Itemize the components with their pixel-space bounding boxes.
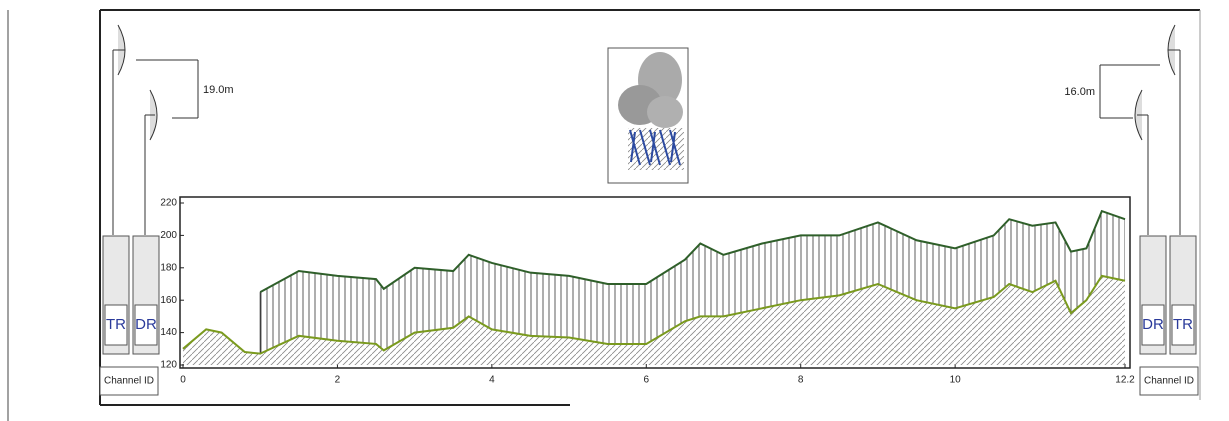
- y-tick-label: 180: [160, 262, 177, 273]
- rain-cloud-icon: [608, 48, 688, 183]
- x-tick-label: 4: [489, 375, 495, 386]
- x-tick-label: 10: [950, 375, 962, 386]
- channel-id: Channel ID: [1144, 376, 1194, 387]
- y-tick-label: 120: [160, 360, 177, 371]
- y-tick-label: 200: [160, 230, 177, 241]
- x-tick-label: 2: [335, 375, 341, 386]
- x-tick-label: 0: [180, 375, 186, 386]
- x-tick-label: 12.2: [1115, 375, 1135, 386]
- y-tick-label: 220: [160, 198, 177, 209]
- unit-label: TR: [1173, 316, 1193, 333]
- antenna-height: 19.0m: [203, 84, 234, 96]
- unit-label: TR: [106, 316, 126, 333]
- x-tick-label: 8: [798, 375, 804, 386]
- x-tick-label: 6: [643, 375, 649, 386]
- antenna-height: 16.0m: [1064, 86, 1095, 98]
- y-tick-label: 140: [160, 327, 177, 338]
- unit-label: DR: [135, 316, 157, 333]
- unit-label: DR: [1142, 316, 1164, 333]
- y-tick-label: 160: [160, 295, 177, 306]
- terrain-profile-screen: 19.0m 16.0m TR DR DR TR Channel ID Chann…: [0, 0, 1229, 421]
- channel-id: Channel ID: [104, 376, 154, 387]
